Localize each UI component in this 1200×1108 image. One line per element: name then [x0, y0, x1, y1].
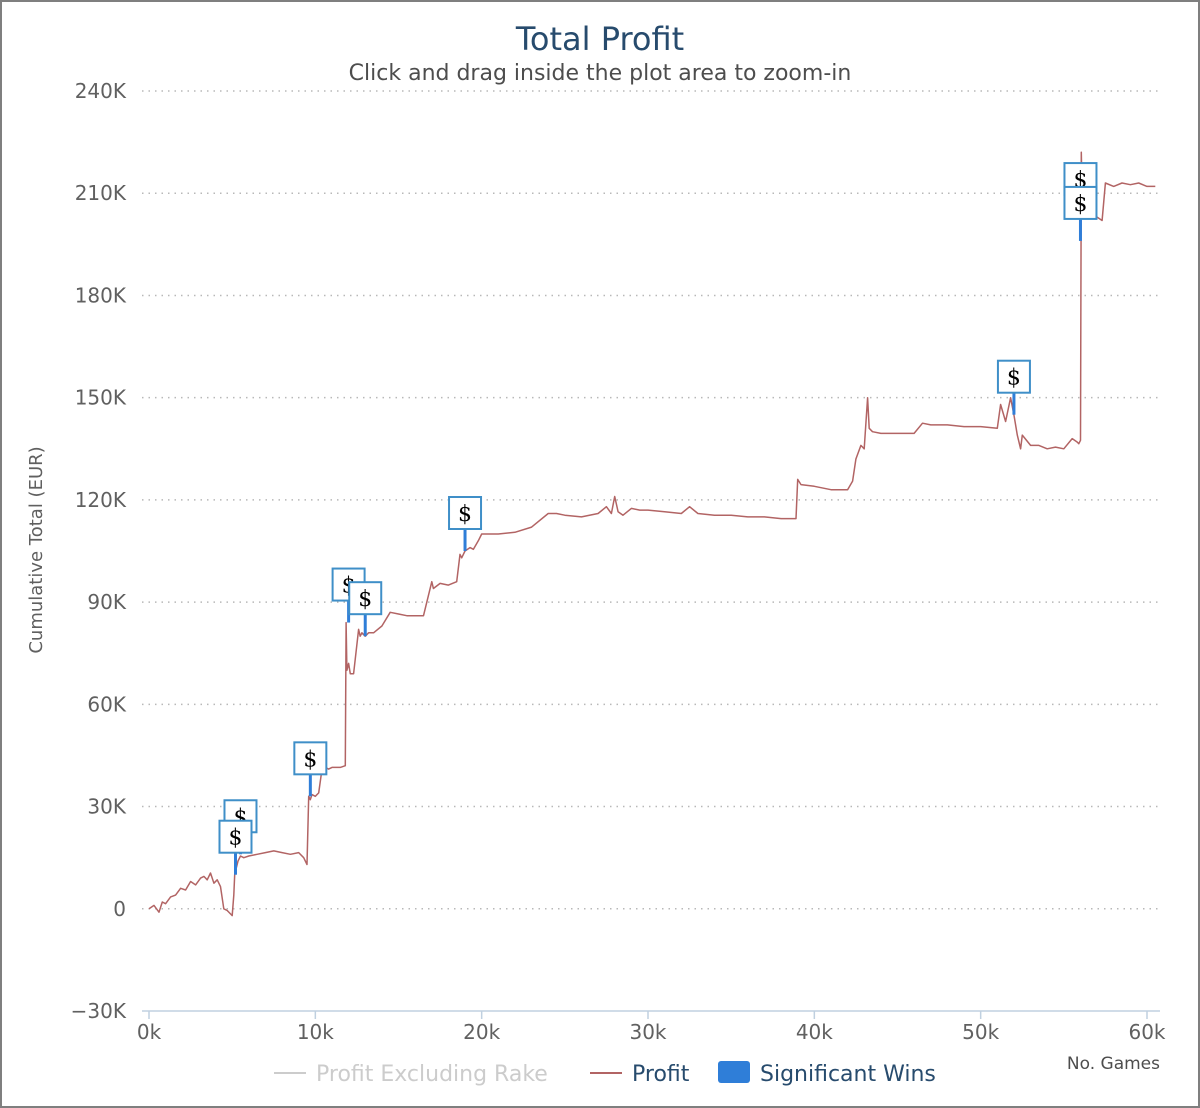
chart-subtitle: Click and drag inside the plot area to z…	[349, 61, 852, 86]
y-tick-label: 120K	[75, 488, 127, 512]
y-tick-label: 210K	[75, 181, 127, 205]
y-tick-label: 60K	[87, 692, 126, 716]
y-tick-label: 180K	[75, 283, 127, 307]
legend-label: Profit Excluding Rake	[316, 1062, 548, 1087]
legend-item[interactable]: Significant Wins	[718, 1061, 936, 1087]
x-tick-label: 20k	[463, 1020, 500, 1044]
legend-symbol	[718, 1061, 750, 1083]
grid-lines	[142, 90, 1160, 910]
significant-win-flag[interactable]: $	[218, 819, 253, 875]
x-axis-label: No. Games	[1067, 1054, 1160, 1074]
flag-label: $	[458, 502, 472, 527]
x-tick-label: 30k	[629, 1020, 666, 1044]
legend-item[interactable]: Profit Excluding Rake	[274, 1062, 548, 1087]
significant-win-flag[interactable]: $	[448, 496, 483, 551]
y-tick-label: 240K	[75, 79, 127, 103]
flag-label: $	[358, 587, 372, 612]
x-tick-label: 60k	[1128, 1020, 1165, 1044]
significant-win-flag[interactable]: $	[1063, 185, 1098, 241]
flag-label: $	[228, 826, 242, 851]
y-axis-tick-labels: −30K 0 30K 60K 90K 120K 150K 180K 210K 240K	[71, 79, 127, 1023]
significant-win-flag[interactable]: $	[293, 741, 328, 797]
y-tick-label: 150K	[75, 386, 127, 410]
significant-win-flag[interactable]: $	[348, 581, 383, 637]
flag-box	[1063, 185, 1098, 220]
x-tick-label: 50k	[962, 1020, 999, 1044]
y-axis-label: Cumulative Total (EUR)	[26, 446, 47, 653]
flag-label: $	[1073, 192, 1087, 217]
significant-wins-flags[interactable]: $$$$$$$$$	[218, 162, 1098, 875]
profit-series-line[interactable]	[148, 151, 1156, 917]
y-tick-label: 30K	[87, 795, 126, 819]
plot-area[interactable]	[148, 151, 1156, 917]
legend-label: Significant Wins	[760, 1062, 936, 1087]
legend-label: Profit	[632, 1062, 690, 1087]
y-tick-label: 0	[113, 897, 126, 921]
legend[interactable]: Profit Excluding Rake Profit Significant W…	[274, 1061, 936, 1087]
y-tick-label: −30K	[71, 999, 127, 1023]
legend-item[interactable]: Profit	[590, 1062, 690, 1087]
x-tick-label: 10k	[297, 1020, 334, 1044]
flag-box	[448, 496, 483, 530]
x-tick-label: 0k	[137, 1020, 162, 1044]
flag-box	[218, 819, 253, 854]
flag-box	[348, 581, 383, 616]
x-axis: 0k 10k 20k 30k 40k 50k 60k	[137, 1010, 1166, 1044]
x-tick-label: 40k	[796, 1020, 833, 1044]
flag-label: $	[1007, 366, 1021, 391]
y-tick-label: 90K	[87, 590, 126, 614]
flag-box	[293, 741, 328, 776]
flag-label: $	[303, 747, 317, 772]
significant-win-flag[interactable]: $	[996, 359, 1031, 415]
chart-title: Total Profit	[515, 20, 684, 58]
flag-box	[996, 359, 1031, 394]
